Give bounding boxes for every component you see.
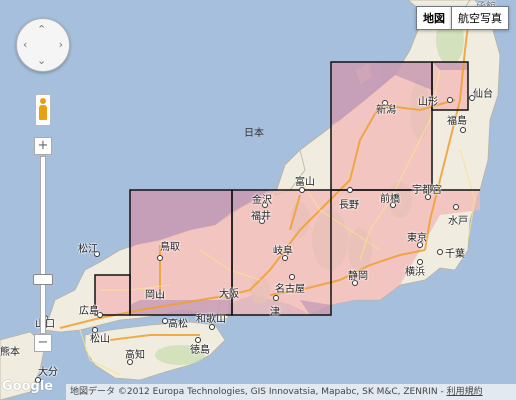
pan-up-icon[interactable]: ⌃ bbox=[37, 23, 47, 36]
city-label-matsue: 松江 bbox=[78, 244, 98, 255]
zoom-slider-track[interactable] bbox=[40, 156, 46, 334]
zoom-out-button[interactable]: − bbox=[34, 334, 52, 352]
zoom-slider-handle[interactable] bbox=[33, 274, 53, 285]
city-dots bbox=[35, 95, 475, 383]
pegman-body bbox=[39, 105, 47, 120]
pan-right-icon[interactable]: › bbox=[58, 38, 63, 51]
map-type-control: 地図 航空写真 bbox=[416, 6, 509, 30]
city-label-hiroshima: 広島 bbox=[79, 306, 99, 317]
city-label-okayama: 岡山 bbox=[145, 290, 165, 301]
city-label-kochi: 高知 bbox=[125, 350, 145, 361]
pan-down-icon[interactable]: ⌄ bbox=[37, 54, 47, 67]
highways bbox=[59, 9, 471, 341]
city-label-tokyo: 東京 bbox=[407, 233, 427, 244]
city-label-nagoya: 名古屋 bbox=[275, 284, 305, 295]
city-label-tottori: 鳥取 bbox=[160, 242, 180, 253]
google-logo[interactable]: Google bbox=[2, 379, 54, 394]
city-label-wakayama: 和歌山 bbox=[196, 314, 226, 325]
attribution-text: 地図データ ©2012 Europa Technologies, GIS Inn… bbox=[70, 387, 447, 397]
sea-in-regions bbox=[130, 62, 468, 315]
zoom-in-button[interactable]: + bbox=[34, 137, 52, 155]
city-label-chiba: 千葉 bbox=[445, 249, 465, 260]
city-label-yamagata: 山形 bbox=[418, 97, 438, 108]
city-label-maebashi: 前橋 bbox=[380, 194, 400, 205]
pegman-icon[interactable] bbox=[35, 94, 51, 126]
city-label-nagano: 長野 bbox=[339, 200, 359, 211]
city-label-takamatsu: 高松 bbox=[168, 319, 188, 330]
city-label-sendai: 仙台 bbox=[473, 89, 493, 100]
city-label-toyama: 富山 bbox=[295, 177, 315, 188]
city-label-yokohama: 横浜 bbox=[405, 267, 425, 278]
attribution-bar: 地図データ ©2012 Europa Technologies, GIS Inn… bbox=[66, 384, 516, 400]
city-label-shizuoka: 静岡 bbox=[348, 271, 368, 282]
city-label-tsu: 津 bbox=[270, 307, 280, 318]
city-label-fukui: 福井 bbox=[251, 211, 271, 222]
map-type-map-button[interactable]: 地図 bbox=[416, 6, 451, 30]
pan-control: ⌃ ⌄ ‹ › bbox=[16, 18, 70, 72]
city-label-utsunomiya: 宇都宮 bbox=[412, 185, 442, 196]
terms-link[interactable]: 利用規約 bbox=[446, 387, 483, 397]
city-label-kanazawa: 金沢 bbox=[252, 195, 272, 206]
pan-left-icon[interactable]: ‹ bbox=[23, 38, 28, 51]
city-label-kumamoto: 熊本 bbox=[0, 347, 20, 358]
city-label-matsuyama: 松山 bbox=[90, 334, 110, 345]
region-outlines bbox=[94, 61, 480, 316]
city-label-oita: 大分 bbox=[38, 367, 58, 378]
pegman-head bbox=[40, 98, 46, 104]
city-label-niigata: 新潟 bbox=[376, 105, 396, 116]
map-type-satellite-button[interactable]: 航空写真 bbox=[451, 6, 509, 30]
city-label-tokushima: 徳島 bbox=[190, 345, 210, 356]
city-label-osaka: 大阪 bbox=[219, 289, 239, 300]
city-label-gifu: 岐阜 bbox=[273, 246, 293, 257]
city-label-mito: 水戸 bbox=[448, 216, 468, 227]
land-kyushu bbox=[0, 331, 46, 400]
city-label-fukushima: 福島 bbox=[447, 116, 467, 127]
sea-label: 日本 bbox=[244, 128, 264, 139]
